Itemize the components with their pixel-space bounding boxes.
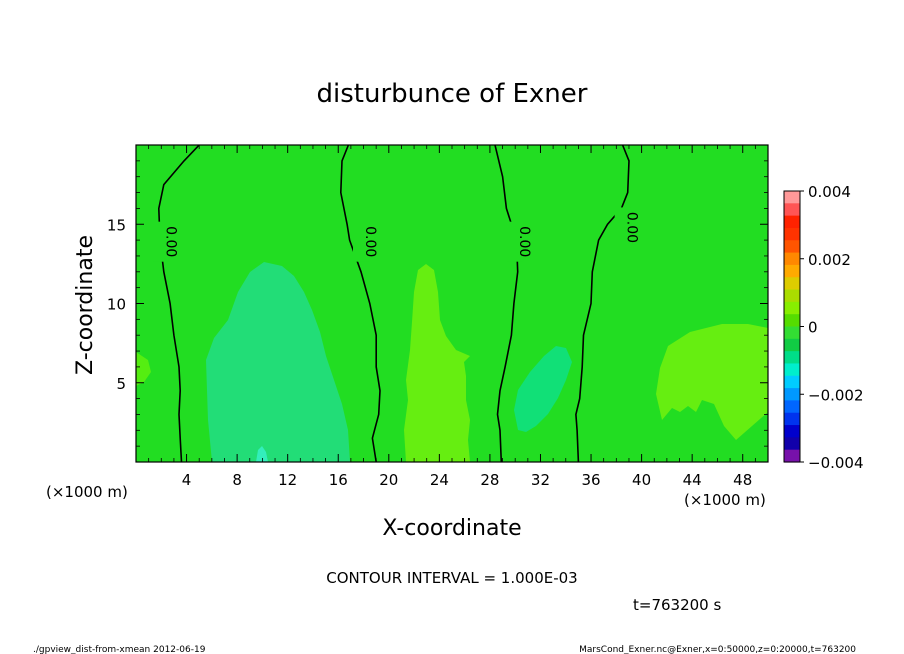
- x-tick-label: 16: [329, 471, 348, 489]
- colorbar-swatch: [784, 314, 800, 328]
- chart-title: disturbunce of Exner: [317, 79, 588, 109]
- footer-left: ./gpview_dist-from-xmean 2012-06-19: [33, 645, 206, 654]
- x-tick-label: 44: [683, 471, 702, 489]
- colorbar-swatch: [784, 215, 800, 229]
- region-warm-edge-x0: [136, 352, 151, 386]
- x-tick-label: 4: [182, 471, 192, 489]
- colorbar-label: −0.002: [808, 386, 864, 404]
- plot-area: 0.00 0.00 0.00 0.00: [136, 145, 768, 462]
- zero-line-x18: [339, 145, 381, 462]
- colorbar-swatch: [784, 388, 800, 402]
- colorbar-swatch: [784, 338, 800, 352]
- x-axis-label: X-coordinate: [382, 516, 521, 541]
- colorbar-label: 0: [808, 319, 818, 337]
- x-tick-label: 28: [480, 471, 499, 489]
- y-axis-label: Z-coordinate: [73, 235, 98, 375]
- colorbar-label: 0.004: [808, 183, 851, 201]
- zero-line-x35-label-bg: [614, 207, 631, 248]
- colorbar-swatch: [784, 301, 800, 315]
- colorbar-swatch: [784, 351, 800, 365]
- x-tick-label: 24: [430, 471, 449, 489]
- colorbar: 0.004 0.002 0 −0.002 −0.004: [783, 183, 864, 472]
- colorbar-swatch: [784, 400, 800, 414]
- zero-line-x29-label-bg: [507, 221, 524, 262]
- colorbar-swatch: [784, 326, 800, 340]
- zero-line-x3: [157, 145, 200, 462]
- zero-line-x18-label: 0.00: [362, 226, 378, 257]
- colorbar-label: 0.002: [808, 251, 851, 269]
- zero-line-x29-label: 0.00: [516, 226, 532, 257]
- y-tick-label: 15: [107, 216, 126, 234]
- colorbar-swatch: [784, 363, 800, 377]
- x-tick-label: 12: [278, 471, 297, 489]
- colorbar-swatch: [784, 449, 800, 463]
- y-tick-label: 10: [107, 296, 126, 314]
- region-cool-blob-x10: [206, 262, 350, 462]
- region-cool-blob-x33: [514, 346, 572, 432]
- time-text: t=763200 s: [633, 596, 721, 614]
- zero-line-x35-label: 0.00: [624, 212, 640, 243]
- colorbar-swatch: [784, 289, 800, 303]
- zero-line-x35: [575, 145, 630, 462]
- contour-interval-text: CONTOUR INTERVAL = 1.000E-03: [326, 569, 577, 587]
- x-unit-left: (×1000 m): [46, 483, 128, 501]
- colorbar-swatch: [784, 203, 800, 217]
- zero-line-x29: [494, 145, 519, 462]
- x-unit-right: (×1000 m): [684, 491, 766, 509]
- x-tick-label: 48: [733, 471, 752, 489]
- region-warm-blob-x24: [404, 264, 470, 462]
- x-tick-label: 36: [581, 471, 600, 489]
- colorbar-swatch: [784, 264, 800, 278]
- colorbar-swatch: [784, 252, 800, 266]
- zero-line-x18-label-bg: [352, 221, 369, 262]
- x-tick-label: 20: [379, 471, 398, 489]
- x-tick-label: 32: [531, 471, 550, 489]
- colorbar-swatch: [784, 425, 800, 438]
- y-tick-label: 5: [116, 375, 126, 393]
- zero-line-x3-label: 0.00: [162, 226, 178, 257]
- x-tick-label: 8: [232, 471, 242, 489]
- colorbar-swatch: [784, 191, 800, 204]
- colorbar-swatch: [784, 227, 800, 241]
- colorbar-label: −0.004: [808, 454, 864, 472]
- colorbar-swatch: [784, 412, 800, 426]
- x-tick-label: 40: [632, 471, 651, 489]
- colorbar-swatch: [784, 277, 800, 291]
- zero-line-x3-label-bg: [153, 221, 170, 262]
- colorbar-swatch: [784, 437, 800, 451]
- colorbar-swatch: [784, 240, 800, 254]
- cool-speck: [256, 446, 268, 462]
- footer-right: MarsCond_Exner.nc@Exner,x=0:50000,z=0:20…: [579, 645, 856, 654]
- colorbar-swatch: [784, 375, 800, 389]
- region-warm-blob-x44: [656, 324, 768, 440]
